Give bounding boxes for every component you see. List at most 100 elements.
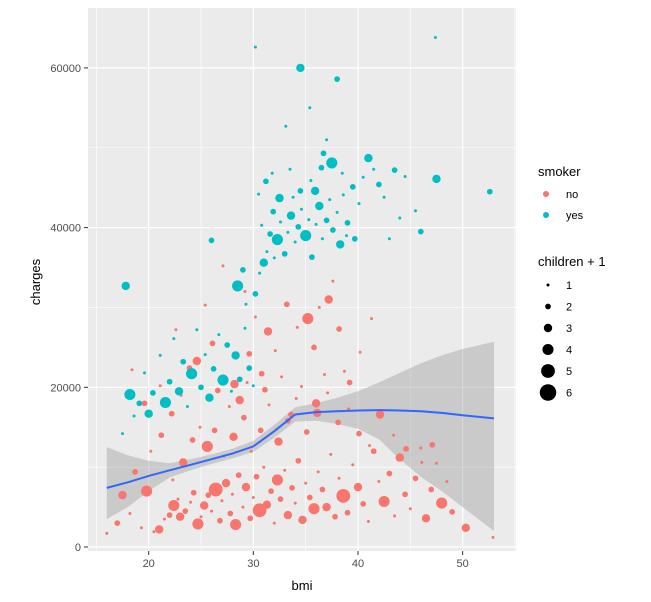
point-no-102 bbox=[347, 407, 351, 411]
point-no-65 bbox=[419, 446, 423, 450]
point-no-64 bbox=[412, 475, 419, 482]
point-no-142 bbox=[235, 395, 244, 405]
point-yes-48 bbox=[307, 218, 311, 222]
point-yes-94 bbox=[260, 223, 264, 227]
point-yes-92 bbox=[357, 202, 361, 206]
size-legend-key-5 bbox=[541, 364, 555, 378]
point-no-26 bbox=[251, 496, 255, 499]
point-no-84 bbox=[179, 458, 188, 467]
point-yes-40 bbox=[279, 220, 282, 224]
point-no-20 bbox=[230, 492, 234, 496]
point-yes-85 bbox=[308, 106, 312, 110]
smooth-line-path bbox=[106, 409, 495, 489]
point-no-131 bbox=[342, 369, 346, 373]
size-legend-key-1 bbox=[546, 283, 550, 287]
point-yes-33 bbox=[252, 291, 259, 297]
point-yes-58 bbox=[341, 193, 345, 197]
point-no-68 bbox=[435, 461, 438, 465]
point-yes-49 bbox=[309, 254, 315, 260]
confidence-band bbox=[106, 341, 495, 531]
point-no-93 bbox=[257, 427, 264, 434]
point-yes-25 bbox=[231, 351, 240, 360]
point-no-136 bbox=[141, 400, 148, 407]
point-yes-57 bbox=[336, 240, 345, 249]
point-yes-67 bbox=[318, 164, 325, 171]
point-no-63 bbox=[408, 507, 412, 511]
size-legend-label-2: 2 bbox=[566, 302, 572, 314]
point-no-83 bbox=[171, 478, 175, 482]
point-no-56 bbox=[370, 448, 377, 455]
point-no-16 bbox=[217, 517, 223, 524]
point-no-148 bbox=[311, 399, 321, 408]
x-tick-label-2: 40 bbox=[352, 558, 364, 570]
point-yes-45 bbox=[295, 223, 302, 230]
point-no-12 bbox=[200, 501, 209, 510]
point-yes-13 bbox=[180, 358, 187, 365]
point-yes-98 bbox=[345, 234, 348, 238]
point-no-8 bbox=[189, 500, 193, 504]
point-no-72 bbox=[461, 523, 470, 532]
point-no-114 bbox=[209, 340, 216, 347]
point-yes-11 bbox=[172, 337, 176, 341]
point-no-54 bbox=[360, 501, 367, 507]
point-yes-54 bbox=[328, 198, 332, 202]
point-yes-52 bbox=[320, 237, 324, 241]
point-yes-19 bbox=[205, 393, 214, 402]
point-yes-70 bbox=[349, 184, 356, 190]
point-yes-53 bbox=[323, 217, 330, 224]
point-yes-5 bbox=[143, 371, 146, 375]
point-yes-59 bbox=[344, 219, 351, 226]
point-yes-23 bbox=[224, 342, 231, 348]
point-no-77 bbox=[128, 512, 132, 515]
point-no-14 bbox=[210, 509, 213, 513]
point-yes-50 bbox=[314, 222, 318, 226]
point-no-144 bbox=[262, 386, 268, 393]
size-legend-label-3: 3 bbox=[566, 323, 572, 335]
point-no-34 bbox=[277, 496, 284, 502]
point-yes-32 bbox=[244, 302, 248, 306]
point-yes-69 bbox=[340, 171, 344, 175]
point-no-106 bbox=[392, 433, 396, 437]
point-no-97 bbox=[294, 397, 298, 400]
point-yes-39 bbox=[271, 234, 283, 246]
point-yes-12 bbox=[174, 387, 184, 396]
smoker-legend: smoker no yes bbox=[538, 164, 584, 222]
point-no-45 bbox=[319, 486, 326, 493]
y-tick-label-0: 0 bbox=[75, 542, 81, 554]
point-yes-87 bbox=[334, 76, 340, 82]
point-yes-51 bbox=[315, 201, 324, 211]
point-no-27 bbox=[253, 473, 260, 480]
point-no-75 bbox=[114, 520, 121, 526]
point-yes-93 bbox=[240, 267, 246, 273]
point-yes-82 bbox=[387, 237, 391, 241]
x-axis-title: bmi bbox=[292, 578, 313, 593]
point-no-36 bbox=[283, 510, 293, 520]
point-yes-46 bbox=[300, 207, 303, 211]
point-no-82 bbox=[158, 432, 165, 439]
point-yes-74 bbox=[376, 181, 382, 188]
point-no-128 bbox=[324, 295, 333, 304]
y-axis-title: charges bbox=[28, 258, 43, 305]
smoker-legend-label-no: no bbox=[566, 189, 578, 201]
point-no-73 bbox=[491, 535, 495, 539]
point-no-39 bbox=[295, 457, 302, 464]
point-yes-55 bbox=[330, 227, 336, 233]
point-yes-44 bbox=[293, 240, 297, 244]
point-no-141 bbox=[227, 405, 231, 408]
size-legend-label-6: 6 bbox=[566, 388, 572, 400]
point-no-47 bbox=[329, 452, 333, 456]
point-no-107 bbox=[403, 445, 409, 452]
point-yes-37 bbox=[267, 231, 273, 237]
point-no-127 bbox=[317, 305, 321, 309]
size-legend-key-3 bbox=[543, 323, 553, 333]
point-no-6 bbox=[175, 512, 185, 521]
point-yes-31 bbox=[232, 280, 244, 292]
point-no-71 bbox=[449, 509, 456, 515]
point-no-7 bbox=[182, 508, 189, 514]
point-yes-3 bbox=[132, 414, 136, 418]
size-legend-label-1: 1 bbox=[566, 280, 572, 292]
point-no-5 bbox=[176, 497, 180, 501]
point-no-9 bbox=[190, 489, 197, 496]
point-no-109 bbox=[429, 441, 436, 448]
